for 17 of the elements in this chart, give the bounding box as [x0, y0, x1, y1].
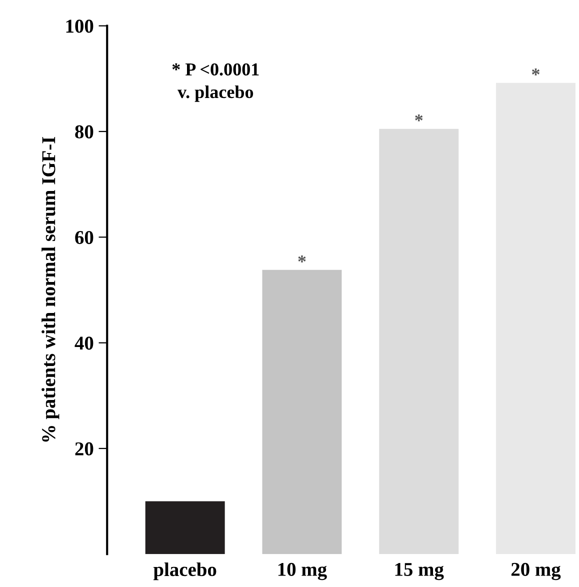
y-tick-label: 60 [75, 230, 94, 244]
y-tick-label: 80 [75, 125, 94, 138]
annotation: * [532, 68, 540, 76]
annotation: * P <0.0001 v. placebo [172, 63, 259, 102]
annotation: * [298, 256, 306, 262]
y-tick-label: 20 [75, 442, 94, 456]
x-tick-label: 10 mg [278, 562, 327, 580]
x-tick-label: 15 mg [395, 562, 444, 580]
y-axis-title: % patients with normal serum IGF-I [42, 136, 60, 442]
bar [145, 501, 225, 554]
bar [262, 270, 342, 554]
x-tick-label: 20 mg [511, 562, 561, 580]
x-tick-label: placebo [153, 562, 216, 580]
y-tick-label: 100 [66, 20, 94, 33]
bar [379, 128, 459, 554]
annotation: * [415, 114, 423, 122]
y-tick-label: 40 [74, 336, 94, 350]
